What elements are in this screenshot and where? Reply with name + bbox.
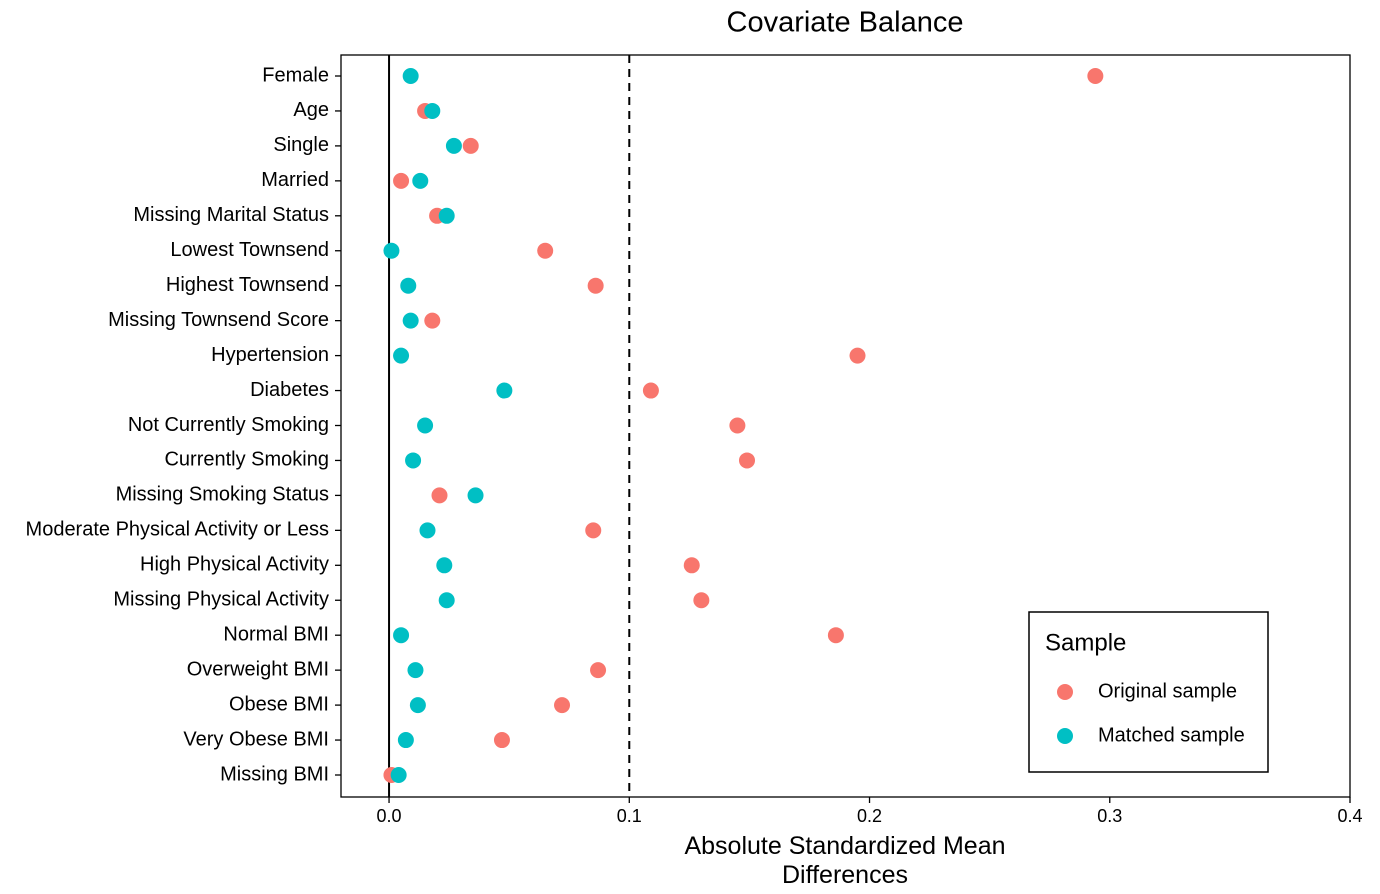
point xyxy=(393,627,410,644)
legend-label: Original sample xyxy=(1098,680,1237,702)
point xyxy=(402,68,419,84)
y-tick-label: Missing Marital Status xyxy=(133,204,329,226)
x-tick-label: 0.4 xyxy=(1337,806,1362,826)
point xyxy=(438,207,455,224)
y-tick-label: Currently Smoking xyxy=(164,449,329,471)
y-tick-label: Single xyxy=(273,134,329,156)
point xyxy=(467,487,484,504)
point xyxy=(693,592,710,609)
y-tick-label: Obese BMI xyxy=(229,693,329,715)
point xyxy=(554,697,571,714)
point xyxy=(390,767,407,783)
point xyxy=(405,452,422,469)
point xyxy=(493,732,510,749)
legend-title: Sample xyxy=(1045,629,1126,656)
x-tick-label: 0.0 xyxy=(377,806,402,826)
y-tick-label: Female xyxy=(262,64,329,86)
y-tick-label: Missing Townsend Score xyxy=(108,309,329,331)
point xyxy=(445,137,462,154)
point xyxy=(849,347,866,364)
point xyxy=(424,102,441,119)
y-tick-label: Age xyxy=(293,99,329,121)
y-tick-label: Overweight BMI xyxy=(187,658,329,680)
point xyxy=(1087,68,1104,84)
point xyxy=(436,557,453,574)
point xyxy=(496,382,513,399)
y-tick-label: Lowest Townsend xyxy=(170,239,329,261)
x-tick-label: 0.2 xyxy=(857,806,882,826)
point xyxy=(400,277,417,294)
point xyxy=(438,592,455,609)
y-tick-label: Missing BMI xyxy=(220,763,329,785)
y-tick-label: Diabetes xyxy=(250,379,329,401)
point xyxy=(397,732,414,749)
chart-title: Covariate Balance xyxy=(727,7,964,39)
point xyxy=(729,417,746,434)
legend-label: Matched sample xyxy=(1098,724,1245,746)
point xyxy=(402,312,419,329)
point xyxy=(412,172,429,189)
point xyxy=(739,452,756,469)
y-tick-label: Moderate Physical Activity or Less xyxy=(26,519,329,541)
point xyxy=(683,557,700,574)
point xyxy=(424,312,441,329)
point xyxy=(462,137,479,154)
point xyxy=(590,662,607,679)
point xyxy=(417,417,434,434)
point xyxy=(827,627,844,644)
point xyxy=(587,277,604,294)
point xyxy=(642,382,659,399)
legend-marker xyxy=(1057,728,1073,744)
y-tick-label: Hypertension xyxy=(211,344,329,366)
point xyxy=(419,522,436,539)
y-tick-label: Missing Smoking Status xyxy=(116,484,329,506)
point xyxy=(383,242,400,259)
y-tick-label: Missing Physical Activity xyxy=(113,589,329,611)
point xyxy=(407,662,424,679)
point xyxy=(409,697,426,714)
y-tick-label: Very Obese BMI xyxy=(183,728,329,750)
point xyxy=(393,172,410,189)
y-tick-label: Married xyxy=(261,169,329,191)
x-axis-label: Absolute Standardized Mean Differences xyxy=(684,832,1006,889)
point xyxy=(537,242,554,259)
point xyxy=(393,347,410,364)
y-tick-label: Normal BMI xyxy=(223,623,329,645)
legend-marker xyxy=(1057,684,1073,700)
y-tick-label: Not Currently Smoking xyxy=(128,414,329,436)
x-tick-label: 0.1 xyxy=(617,806,642,826)
y-tick-label: High Physical Activity xyxy=(140,554,329,576)
point xyxy=(431,487,448,504)
y-tick-label: Highest Townsend xyxy=(166,274,329,296)
point xyxy=(585,522,602,539)
x-tick-label: 0.3 xyxy=(1097,806,1122,826)
